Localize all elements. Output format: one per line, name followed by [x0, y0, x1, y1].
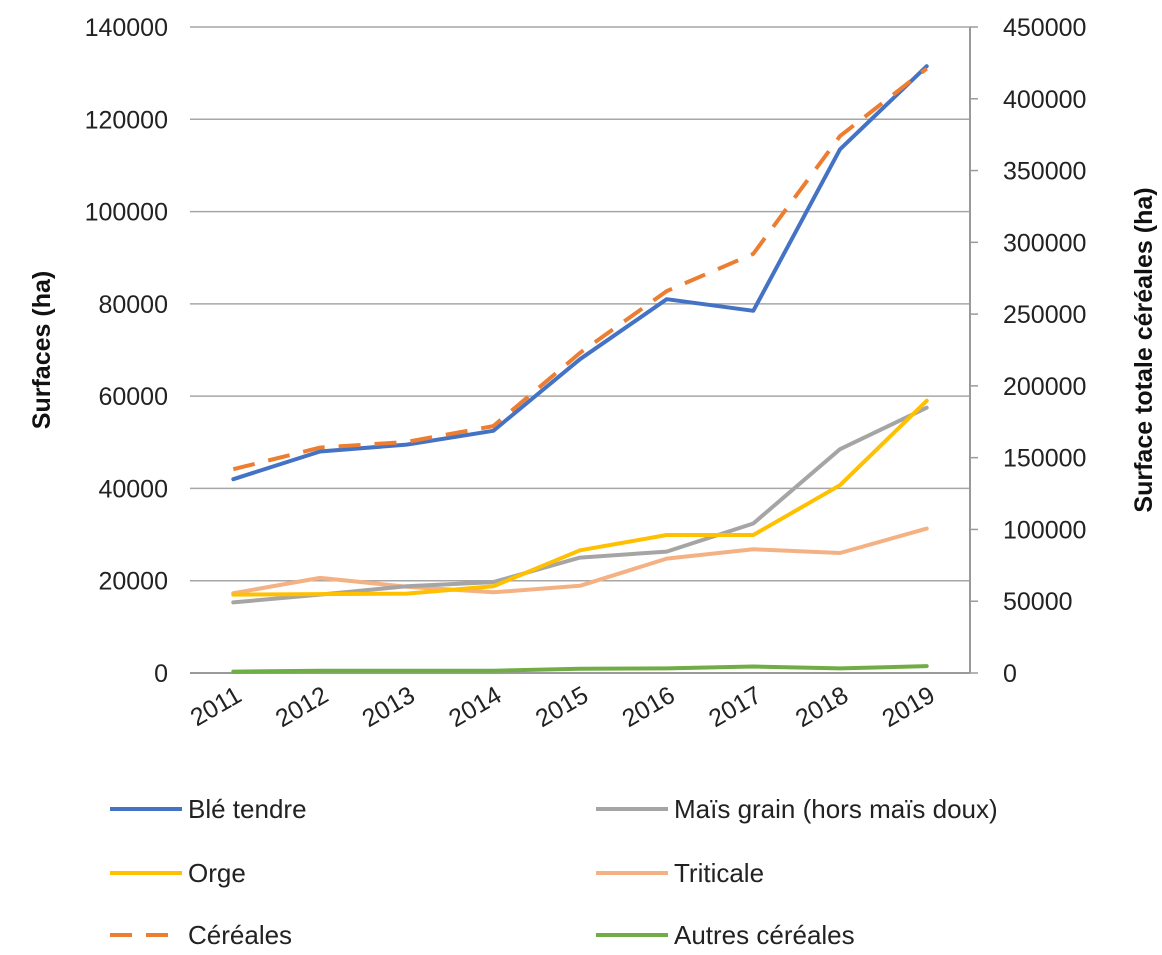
y2-tick-label: 350000 — [1003, 158, 1086, 186]
y-tick-label: 60000 — [98, 383, 168, 411]
y2-tick-label: 100000 — [1003, 516, 1086, 544]
legend-label: Céréales — [188, 920, 292, 950]
left-axis-ticks: 0 20000 40000 60000 80000 100000 120000 140000 — [85, 14, 168, 688]
legend-label: Triticale — [674, 858, 764, 888]
x-tick-label: 2016 — [617, 681, 679, 733]
y2-axis-title: Surface totale céréales (ha) — [1130, 187, 1158, 512]
series-line-4 — [232, 67, 928, 472]
gridlines — [190, 26, 970, 582]
y-tick-label: 100000 — [85, 199, 168, 227]
legend-label: Autres céréales — [674, 920, 855, 950]
y-tick-label: 40000 — [98, 475, 168, 503]
y2-tick-label: 450000 — [1003, 14, 1086, 42]
y2-tick-label: 250000 — [1003, 301, 1086, 329]
y2-tick-label: 0 — [1003, 660, 1017, 688]
y2-tick-label: 150000 — [1003, 445, 1086, 473]
y-tick-label: 140000 — [85, 14, 168, 42]
legend-label: Orge — [188, 858, 246, 888]
x-tick-label: 2019 — [877, 681, 939, 733]
legend: Blé tendre Maïs grain (hors maïs doux) Org… — [110, 794, 998, 950]
x-tick-label: 2011 — [186, 681, 247, 732]
y2-tick-label: 300000 — [1003, 229, 1086, 257]
y-tick-label: 120000 — [85, 106, 168, 134]
y2-tick-label: 50000 — [1003, 588, 1073, 616]
x-tick-label: 2013 — [357, 681, 419, 733]
x-tick-label: 2018 — [791, 681, 853, 733]
y2-tick-label: 400000 — [1003, 86, 1086, 114]
y-tick-label: 20000 — [98, 568, 168, 596]
series-line-5 — [231, 664, 929, 674]
x-tick-label: 2014 — [444, 681, 506, 733]
y-tick-label: 0 — [154, 660, 168, 688]
x-axis-ticks: 2011 2012 2013 2014 2015 2016 2017 2018 2019 — [186, 681, 940, 733]
right-axis-ticks: 0 50000 100000 150000 200000 250000 300000 3500… — [970, 14, 1086, 688]
y2-tick-label: 200000 — [1003, 373, 1086, 401]
series-line-2 — [231, 398, 929, 597]
y-axis-title: Surfaces (ha) — [28, 271, 56, 429]
x-tick-label: 2012 — [271, 681, 333, 733]
x-tick-label: 2015 — [531, 681, 593, 733]
legend-label: Blé tendre — [188, 794, 307, 824]
series-line-1 — [231, 405, 929, 605]
x-tick-label: 2017 — [704, 681, 766, 733]
y-tick-label: 80000 — [98, 291, 168, 319]
series-line-0 — [231, 64, 929, 482]
series-lines — [231, 64, 929, 674]
series-line-3 — [231, 526, 929, 596]
legend-label: Maïs grain (hors maïs doux) — [674, 794, 998, 824]
